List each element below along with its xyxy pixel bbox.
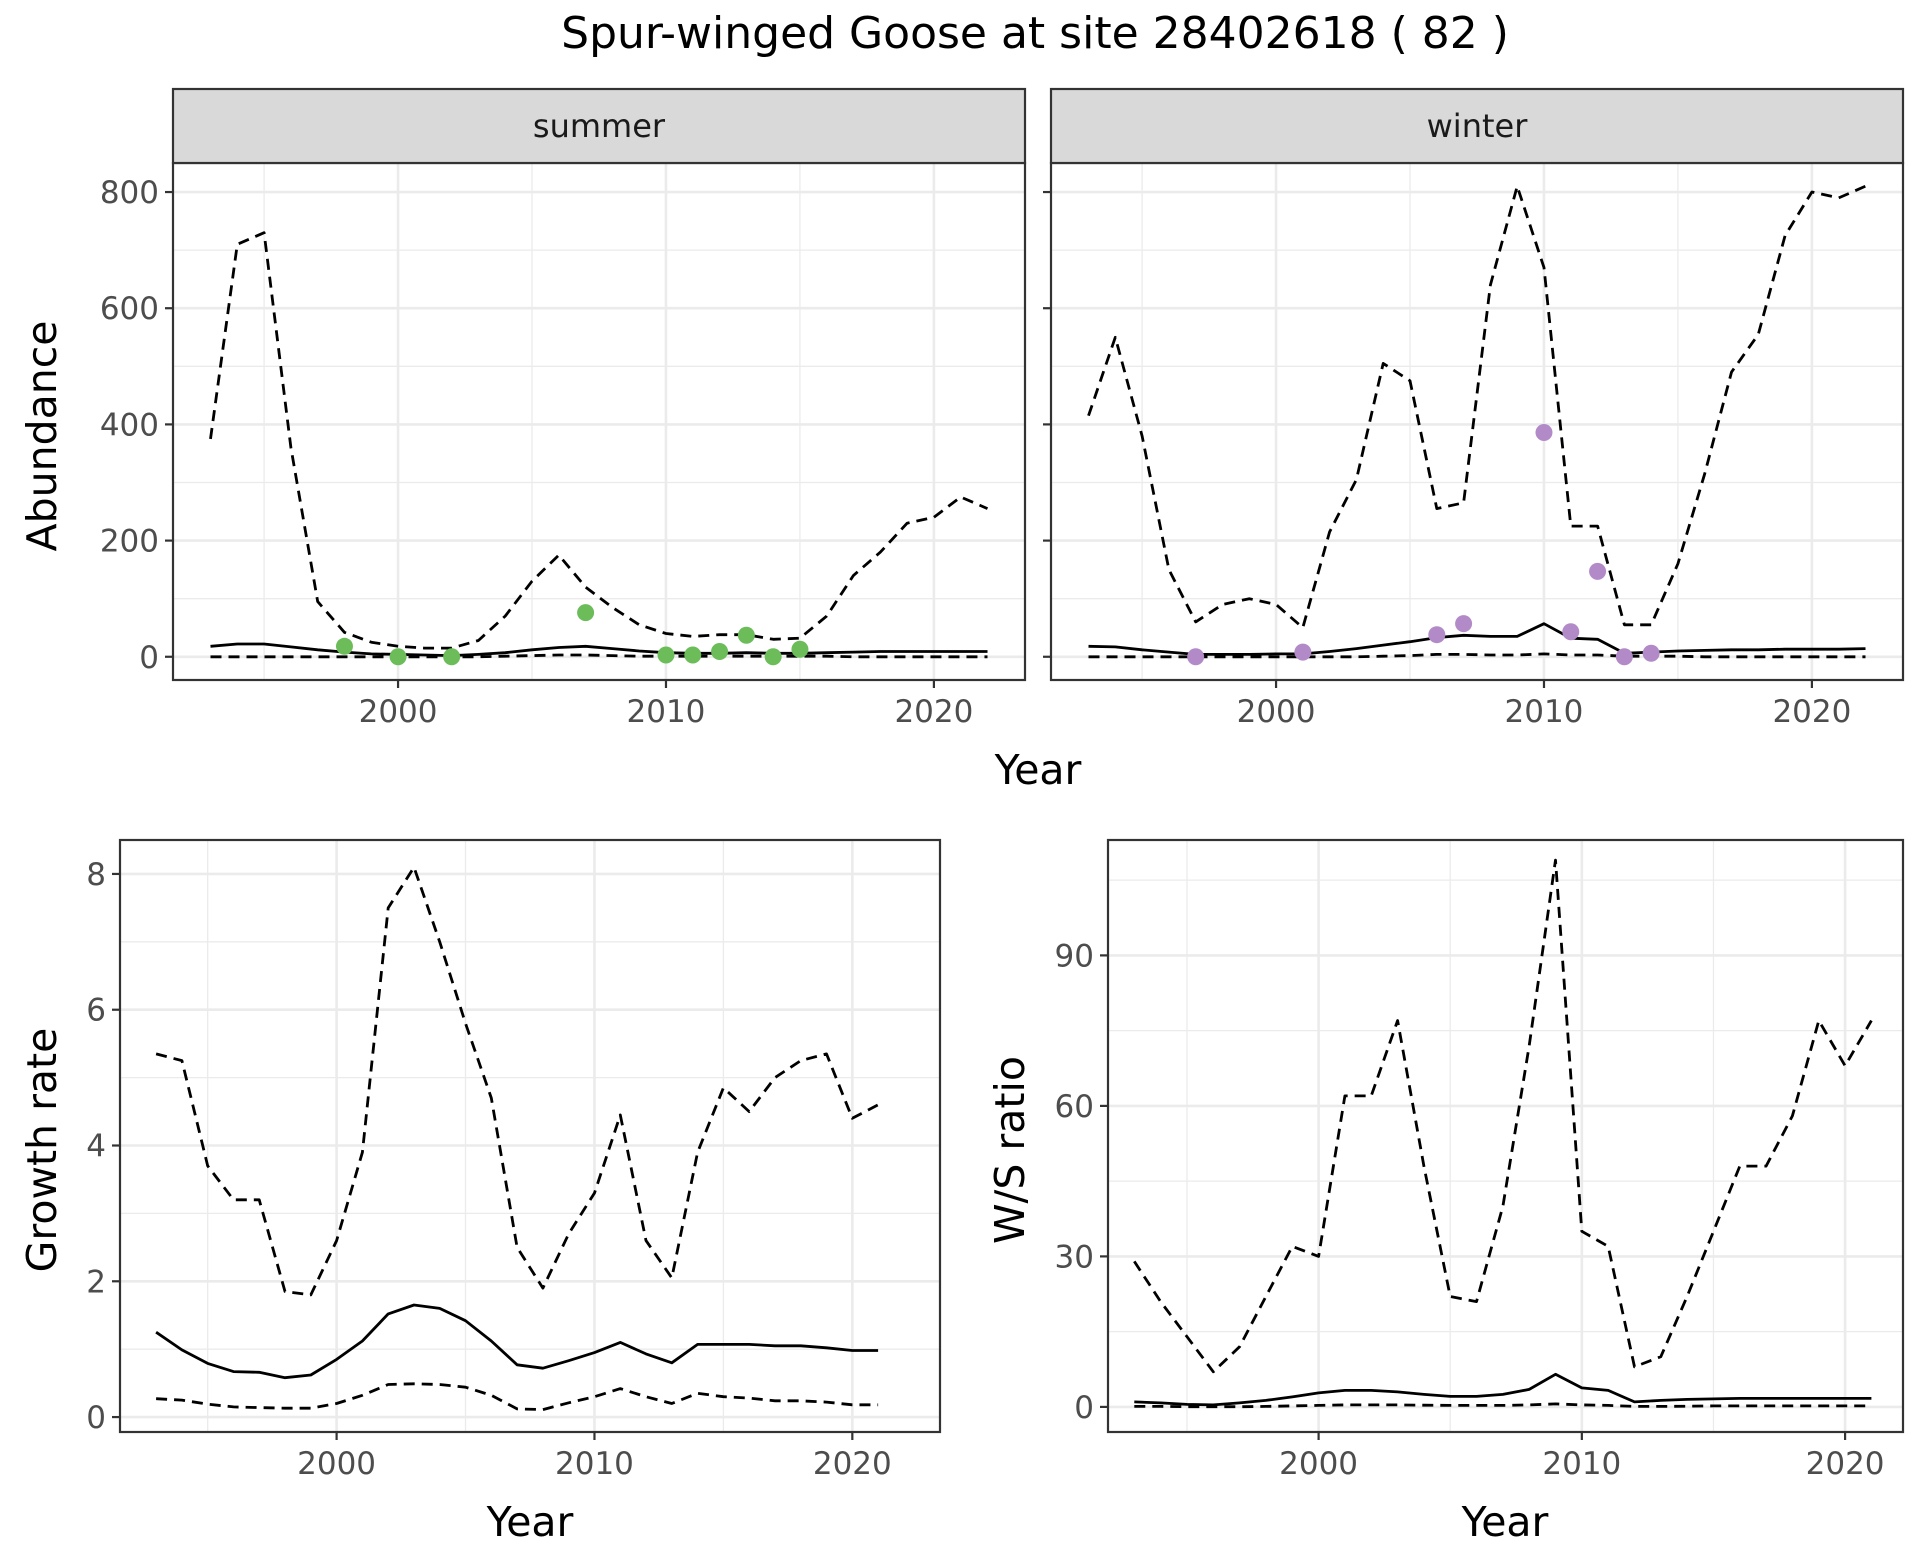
panel-summer: summer 2000 2010 2020 0 200 400 600 800 Abundance [18,87,1027,730]
x-tick-label: 2010 [627,694,706,730]
observation-point [1187,648,1205,666]
x-axis: 2000 2010 2020 [1279,1432,1885,1482]
observation-point [737,626,755,644]
panel-winter: winter 2000 2010 2020 [1043,87,1905,730]
plot-background [1051,163,1903,680]
panel-border [118,838,942,1434]
y-axis-title: Abundance [18,321,66,552]
series-group [1087,184,1867,659]
y-tick-label: 30 [1055,1239,1094,1275]
y-axis [1043,190,1051,658]
y-tick-label: 6 [86,993,106,1029]
x-tick-label: 2020 [1806,1446,1885,1482]
y-tick-label: 60 [1055,1089,1094,1125]
observation-point [684,646,702,664]
y-tick-label: 0 [139,640,159,676]
x-tick-label: 2000 [1237,694,1316,730]
y-tick-label: 200 [100,524,159,560]
series-group [1133,858,1873,1409]
series-lower-line [1088,652,1866,659]
gridlines [120,840,940,1432]
observation-point [1294,643,1312,661]
figure-title: Spur-winged Goose at site 28402618 ( 82 … [561,8,1509,59]
y-tick-label: 400 [100,407,159,443]
x-tick-label: 2000 [297,1446,376,1482]
observation-point [389,648,407,666]
facet-strip-label: winter [1427,107,1529,145]
x-tick-label: 2020 [1772,694,1851,730]
x-axis: 2000 2010 2020 [359,680,973,730]
observation-points [1187,424,1660,666]
observation-point [657,646,675,664]
x-tick-label: 2010 [555,1446,634,1482]
facet-strip [171,87,1027,165]
observation-point [1455,615,1473,633]
y-axis: 0 2 4 6 8 [86,857,120,1436]
observation-point [577,604,595,622]
x-axis-title-shared: Year [994,746,1082,794]
y-tick-label: 0 [86,1400,106,1436]
x-axis-title: Year [486,1498,574,1546]
observation-point [791,640,809,658]
panel-growth: 2000 2010 2020 0 2 4 6 8 Growth rate Year [18,838,942,1546]
x-tick-label: 2010 [1542,1446,1621,1482]
series-upper-line [1133,858,1873,1374]
series-upper-line [1087,184,1867,630]
y-axis-title: W/S ratio [986,1056,1034,1244]
plot-background [1108,840,1903,1432]
y-axis: 0 30 60 90 [1055,938,1108,1426]
series-lower-line [156,1382,879,1411]
x-tick-label: 2000 [359,694,438,730]
y-axis-title: Growth rate [18,1028,66,1273]
series-upper-line [155,865,879,1297]
x-tick-label: 2020 [813,1446,892,1482]
panel-ws_ratio: 2000 2010 2020 0 30 60 90 W/S ratio Year [986,838,1905,1546]
observation-point [711,643,729,661]
y-tick-label: 2 [86,1264,106,1300]
observation-point [443,648,461,666]
y-axis: 0 200 400 600 800 [100,175,173,676]
series-lower-line [1134,1402,1872,1409]
x-axis: 2000 2010 2020 [297,1432,892,1482]
y-tick-label: 90 [1055,938,1094,974]
observation-point [335,637,353,655]
y-tick-label: 600 [100,291,159,327]
y-tick-label: 0 [1074,1390,1094,1426]
observation-point [1562,623,1580,641]
y-tick-label: 4 [86,1129,106,1165]
observation-point [764,648,782,666]
facet-strip-label: summer [533,107,666,145]
plot-background [173,163,1025,680]
series-lower-line [210,653,988,659]
x-tick-label: 2000 [1279,1446,1358,1482]
observation-point [1535,424,1553,442]
observation-point [1615,648,1633,666]
y-tick-label: 8 [86,857,106,893]
x-axis: 2000 2010 2020 [1237,680,1851,730]
observation-points [335,604,809,666]
series-upper-line [209,231,989,650]
x-tick-label: 2010 [1505,694,1584,730]
series-group [155,865,879,1411]
series-mean-line [155,1303,879,1380]
plot-background [120,840,940,1432]
panel-border [1106,838,1905,1434]
x-tick-label: 2020 [894,694,973,730]
series-mean-line [1088,622,1866,656]
x-axis-title: Year [1461,1498,1549,1546]
facet-strip [1049,87,1905,165]
observation-point [1589,562,1607,580]
series-mean-line [1134,1372,1872,1407]
observation-point [1642,644,1660,662]
y-tick-label: 800 [100,175,159,211]
observation-point [1428,626,1446,644]
